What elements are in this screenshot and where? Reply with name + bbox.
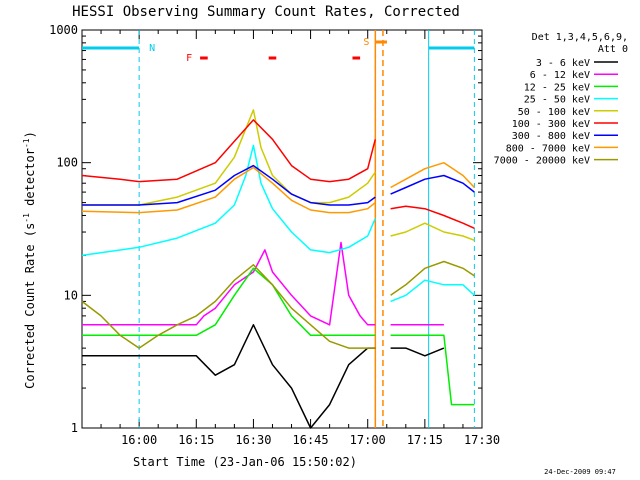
timestamp: 24-Dec-2009 09:47 (544, 468, 616, 476)
ylabel-sup1: -1 (22, 213, 31, 223)
post-saa-line-3-6-kev (390, 347, 445, 357)
legend-label: 50 - 100 keV (518, 107, 590, 118)
y-tick-label: 1 (71, 421, 78, 435)
legend-label: 12 - 25 keV (524, 82, 590, 93)
legend-label: 300 - 800 keV (512, 131, 590, 142)
post-saa-line-7000-20000-kev (390, 260, 475, 296)
y-axis-label: Corrected Count Rate (s-1 detector-1) (22, 131, 37, 389)
series-line-6-12-kev (82, 241, 376, 326)
post-saa-line-12-25-kev (390, 334, 475, 406)
legend-label: 3 - 6 keV (536, 58, 590, 69)
x-tick-label: 17:00 (350, 433, 386, 447)
night-flag-label: N (149, 43, 155, 54)
legend-label: 25 - 50 keV (524, 95, 590, 106)
series-line-12-25-kev (82, 267, 376, 337)
legend-header-1: Det 1,3,4,5,6,9, (532, 32, 628, 43)
plot-frame (81, 29, 483, 429)
legend-header-2: Att 0 (598, 44, 628, 55)
plot-area: 1 10 100 1000 16:00 16:15 16:30 16:45 17:00 17:15… (49, 23, 500, 447)
series-line-50-100-kev (82, 109, 376, 206)
saa-flag-label: S (363, 37, 369, 48)
legend-label: 7000 - 20000 keV (494, 156, 590, 167)
x-tick-label: 17:30 (464, 433, 500, 447)
series-line-100-300-kev (81, 119, 377, 183)
ylabel-sup2: -1 (22, 138, 31, 148)
post-saa-line-100-300-kev (390, 205, 475, 229)
series-line-800-7000-kev (81, 166, 376, 214)
svg-text:Corrected Count Rate (s-1 dete: Corrected Count Rate (s-1 detector-1) (22, 131, 37, 389)
x-tick-label: 17:15 (407, 433, 443, 447)
series-line-7000-20000-kev (81, 264, 376, 349)
x-tick-label: 16:30 (235, 433, 271, 447)
ylabel-mid: detector (23, 148, 37, 213)
series-line-25-50-kev (81, 144, 376, 257)
post-saa-line-800-7000-kev (390, 161, 475, 189)
legend-label: 800 - 7000 keV (506, 143, 590, 154)
x-tick-label: 16:00 (121, 433, 157, 447)
ylabel-main: Corrected Count Rate (s (23, 223, 37, 389)
ylabel-end: ) (23, 131, 37, 138)
x-axis-label: Start Time (23-Jan-06 15:50:02) (133, 455, 357, 469)
x-tick-label: 16:15 (178, 433, 214, 447)
flare-flag-label: F (186, 53, 192, 64)
post-saa-line-25-50-kev (390, 279, 475, 303)
y-tick-label: 10 (64, 288, 78, 302)
series-line-3-6-kev (82, 324, 376, 429)
y-tick-label: 1000 (49, 23, 78, 37)
x-tick-label: 16:45 (293, 433, 329, 447)
y-tick-label: 100 (56, 156, 78, 170)
legend-label: 6 - 12 keV (530, 70, 590, 81)
series-line-300-800-kev (82, 164, 376, 206)
chart-title: HESSI Observing Summary Count Rates, Cor… (72, 4, 460, 20)
legend-label: 100 - 300 keV (512, 119, 590, 130)
post-saa-line-300-800-kev (390, 174, 475, 195)
post-saa-line-50-100-kev (390, 222, 475, 242)
